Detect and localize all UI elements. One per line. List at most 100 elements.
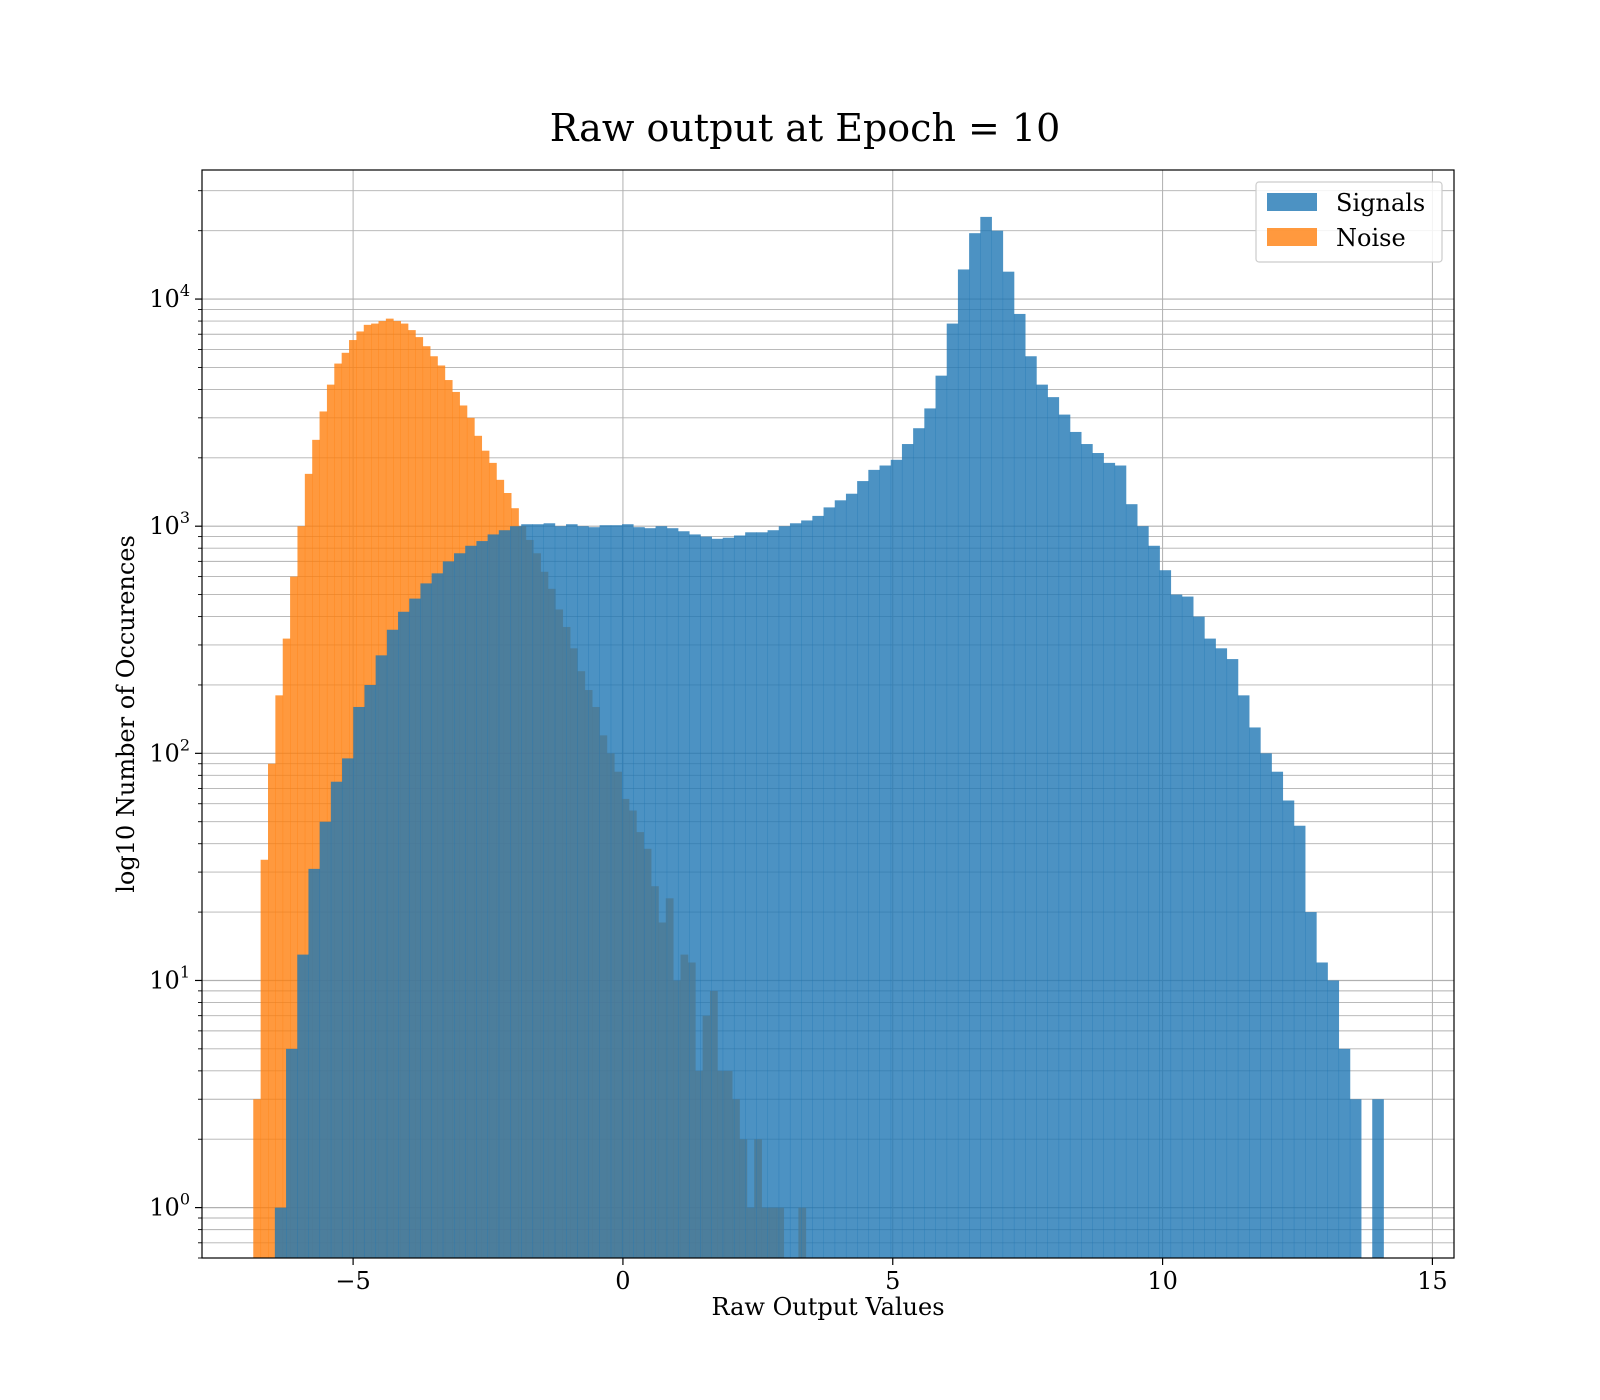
histogram-bar-signals: [789, 523, 802, 1258]
histogram-bar-signals: [946, 323, 959, 1258]
histogram-bar-signals: [655, 526, 668, 1258]
x-axis-label: Raw Output Values: [711, 1293, 944, 1321]
histogram-bar-signals: [353, 706, 365, 1258]
histogram-bar-noise: [282, 638, 291, 1258]
histogram-bar-signals: [890, 459, 903, 1258]
histogram-bar-signals: [319, 821, 332, 1258]
histogram-bar-signals: [1047, 397, 1060, 1258]
histogram-bar-signals: [364, 684, 377, 1258]
histogram-bar-signals: [454, 553, 466, 1258]
histogram-bar-signals: [543, 523, 556, 1258]
histogram-bar-signals: [913, 428, 925, 1258]
histogram-bar-signals: [398, 611, 410, 1258]
chart-title: Raw output at Epoch = 10: [550, 106, 1061, 150]
x-tick-label: 15: [1417, 1267, 1448, 1295]
y-tick-label: 102: [149, 735, 190, 767]
histogram-bar-signals: [386, 629, 399, 1258]
histogram-bar-signals: [845, 493, 858, 1258]
histogram-bar-signals: [778, 526, 791, 1258]
histogram-bar-signals: [1103, 462, 1116, 1258]
histogram-bar-noise: [260, 859, 269, 1258]
histogram-bars: [253, 216, 1384, 1258]
histogram-bar-signals: [935, 375, 948, 1258]
histogram-bar-signals: [857, 481, 869, 1258]
histogram-bar-signals: [1114, 465, 1127, 1258]
histogram-bar-signals: [868, 469, 880, 1258]
histogram-bar-signals: [1036, 384, 1048, 1258]
histogram-bar-signals: [1159, 570, 1172, 1258]
histogram-bar-noise: [267, 763, 276, 1258]
histogram-bar-signals: [1249, 727, 1261, 1258]
histogram-bar-signals: [834, 500, 847, 1258]
y-tick-label: 104: [149, 281, 190, 313]
histogram-bar-signals: [1349, 1099, 1362, 1258]
histogram-bar-signals: [1305, 912, 1317, 1258]
histogram-bar-signals: [1148, 545, 1160, 1258]
histogram-bar-signals: [1069, 431, 1082, 1258]
histogram-bar-signals: [644, 528, 656, 1258]
histogram-bar-signals: [901, 444, 914, 1258]
histogram-bar-signals: [577, 526, 589, 1258]
histogram-bar-signals: [1204, 638, 1216, 1258]
histogram-bar-signals: [330, 781, 343, 1258]
histogram-bar-noise: [304, 473, 313, 1258]
y-tick-label: 100: [149, 1190, 190, 1222]
legend-swatch-noise: [1267, 228, 1317, 246]
histogram-bar-signals: [588, 527, 600, 1258]
histogram-bar-signals: [498, 530, 511, 1258]
histogram-bar-signals: [991, 230, 1004, 1258]
histogram-bar-signals: [274, 1207, 287, 1258]
histogram-bar-signals: [342, 758, 354, 1258]
plot-frame: [201, 169, 1455, 1259]
histogram-bar-noise: [290, 576, 298, 1258]
histogram-bar-signals: [1170, 594, 1183, 1258]
histogram-bar-signals: [767, 530, 780, 1258]
histogram-bar-signals: [801, 520, 813, 1258]
histogram-bar-signals: [286, 1048, 298, 1258]
histogram-bar-noise: [275, 695, 284, 1258]
histogram-bar-noise: [312, 439, 320, 1258]
histogram-bar-signals: [812, 515, 824, 1258]
histogram-bar-signals: [957, 269, 970, 1258]
histogram-bar-signals: [420, 583, 433, 1258]
histogram-bar-signals: [1081, 444, 1093, 1258]
histogram-bar-signals: [1237, 695, 1250, 1258]
y-axis-label: log10 Number of Occurences: [112, 535, 140, 893]
histogram-bar-signals: [1372, 1099, 1384, 1258]
x-axis-ticks: −5 0 5 10 15: [335, 1258, 1448, 1295]
histogram-bar-signals: [924, 408, 936, 1258]
y-tick-label: 103: [149, 508, 190, 540]
x-tick-label: 0: [615, 1267, 630, 1295]
histogram-bar-signals: [442, 561, 455, 1258]
histogram-bar-signals: [689, 534, 701, 1258]
histogram-bar-signals: [375, 655, 388, 1258]
histogram-bar-signals: [1338, 1048, 1351, 1258]
y-axis-ticks: 100 101 102 103 104: [149, 190, 202, 1259]
x-tick-label: 10: [1147, 1267, 1178, 1295]
histogram-bar-signals: [1316, 962, 1328, 1258]
legend-label-noise: Noise: [1336, 224, 1406, 252]
legend-swatch-signals: [1267, 193, 1317, 211]
histogram-bar-signals: [756, 532, 768, 1258]
histogram-bar-noise: [253, 1099, 262, 1258]
histogram-bar-signals: [711, 538, 724, 1258]
histogram-bar-signals: [722, 537, 735, 1258]
histogram-bar-signals: [1193, 616, 1205, 1258]
histogram-bar-signals: [823, 507, 836, 1258]
histogram-bar-signals: [565, 524, 578, 1258]
histogram-bar-signals: [1181, 596, 1194, 1258]
legend: Signals Noise: [1255, 181, 1443, 263]
histogram-bar-signals: [465, 545, 477, 1258]
histogram-bar-signals: [1226, 659, 1239, 1258]
histogram-bar-signals: [1137, 526, 1149, 1258]
series-signals: [274, 216, 1384, 1258]
histogram-bar-signals: [476, 541, 489, 1258]
histogram-bar-signals: [554, 526, 567, 1258]
histogram-bar-signals: [532, 524, 545, 1258]
histogram-bar-noise: [297, 526, 306, 1258]
y-tick-label: 101: [149, 962, 190, 994]
histogram-bar-signals: [431, 573, 444, 1258]
histogram-bar-signals: [1260, 753, 1272, 1258]
histogram-bar-signals: [521, 524, 533, 1258]
histogram-bar-signals: [1271, 771, 1284, 1258]
